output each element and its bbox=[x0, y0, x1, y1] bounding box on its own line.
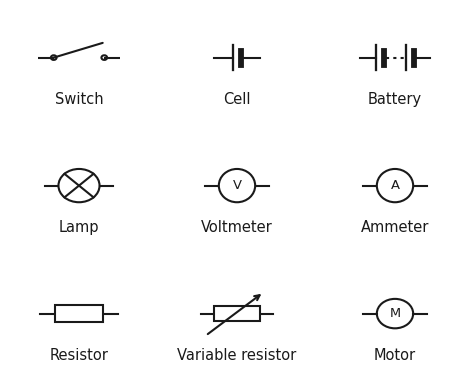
Text: V: V bbox=[233, 179, 241, 192]
Text: Resistor: Resistor bbox=[50, 348, 109, 363]
Text: Voltmeter: Voltmeter bbox=[201, 220, 273, 235]
Text: Switch: Switch bbox=[55, 92, 103, 107]
Bar bbox=[214, 306, 260, 321]
Text: Lamp: Lamp bbox=[59, 220, 99, 235]
Text: Motor: Motor bbox=[374, 348, 416, 363]
Text: Battery: Battery bbox=[368, 92, 422, 107]
Text: Variable resistor: Variable resistor bbox=[177, 348, 297, 363]
Ellipse shape bbox=[377, 169, 413, 202]
Text: Ammeter: Ammeter bbox=[361, 220, 429, 235]
Ellipse shape bbox=[219, 169, 255, 202]
Text: M: M bbox=[390, 307, 401, 320]
Text: Cell: Cell bbox=[223, 92, 251, 107]
Text: A: A bbox=[391, 179, 400, 192]
Bar bbox=[55, 305, 103, 322]
